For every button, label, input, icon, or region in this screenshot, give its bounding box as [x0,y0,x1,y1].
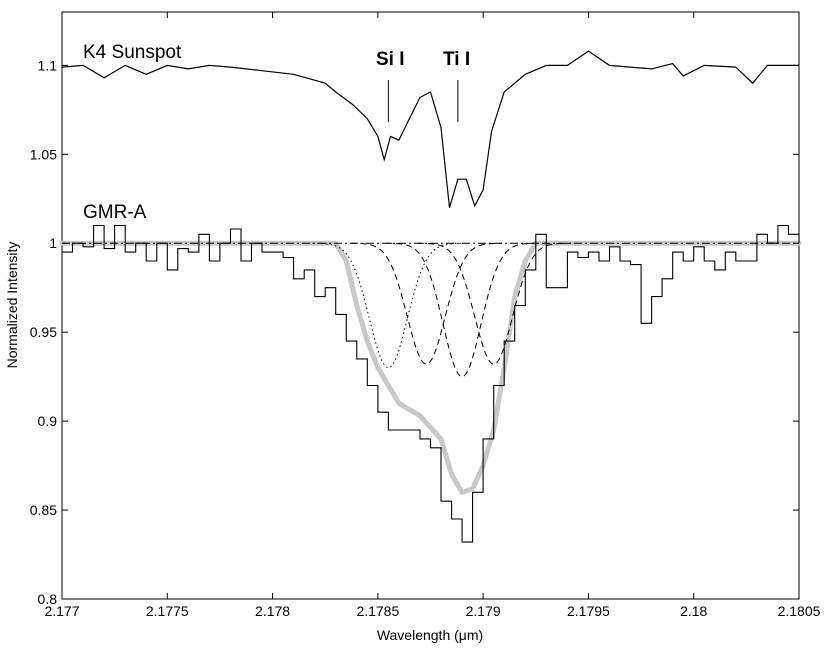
y-tick-label: 1.1 [38,57,58,73]
gmr-label: GMR-A [83,202,147,223]
y-tick-label: 1.05 [30,146,57,162]
y-tick-label: 1 [49,235,57,251]
series-line-6 [386,242,538,378]
plot-frame [61,11,800,600]
x-tick-label: 2.178 [255,603,290,619]
series-line-7 [417,242,570,365]
series-layer [59,50,802,543]
y-axis-title: Normalized Intensity [4,242,20,369]
ticks-layer: 2.177 2.1775 2.178 2.1785 2.179 2.1795 2.18 2.1… [30,12,821,619]
series-line-0 [61,50,799,208]
ti-label: Ti I [443,49,470,70]
sunspot-label: K4 Sunspot [83,42,182,63]
si-label: Si I [376,49,405,70]
x-tick-label: 2.18 [680,603,707,619]
annotation-layer: K4 Sunspot GMR-A Si I Ti I [83,42,470,223]
series-line-2 [59,240,802,495]
series-line-5 [350,242,503,365]
series-line-1 [62,224,800,543]
y-tick-label: 0.95 [30,324,57,340]
x-tick-label: 2.179 [466,603,501,619]
y-tick-label: 0.9 [38,413,58,429]
x-tick-label: 2.1795 [567,603,610,619]
y-tick-label: 0.8 [38,591,58,607]
x-tick-label: 2.177 [44,603,79,619]
x-axis-title: Wavelength (μm) [377,627,483,643]
y-tick-label: 0.85 [30,502,57,518]
x-tick-label: 2.1805 [778,603,821,619]
x-tick-label: 2.1775 [146,603,189,619]
x-tick-label: 2.1785 [356,603,399,619]
